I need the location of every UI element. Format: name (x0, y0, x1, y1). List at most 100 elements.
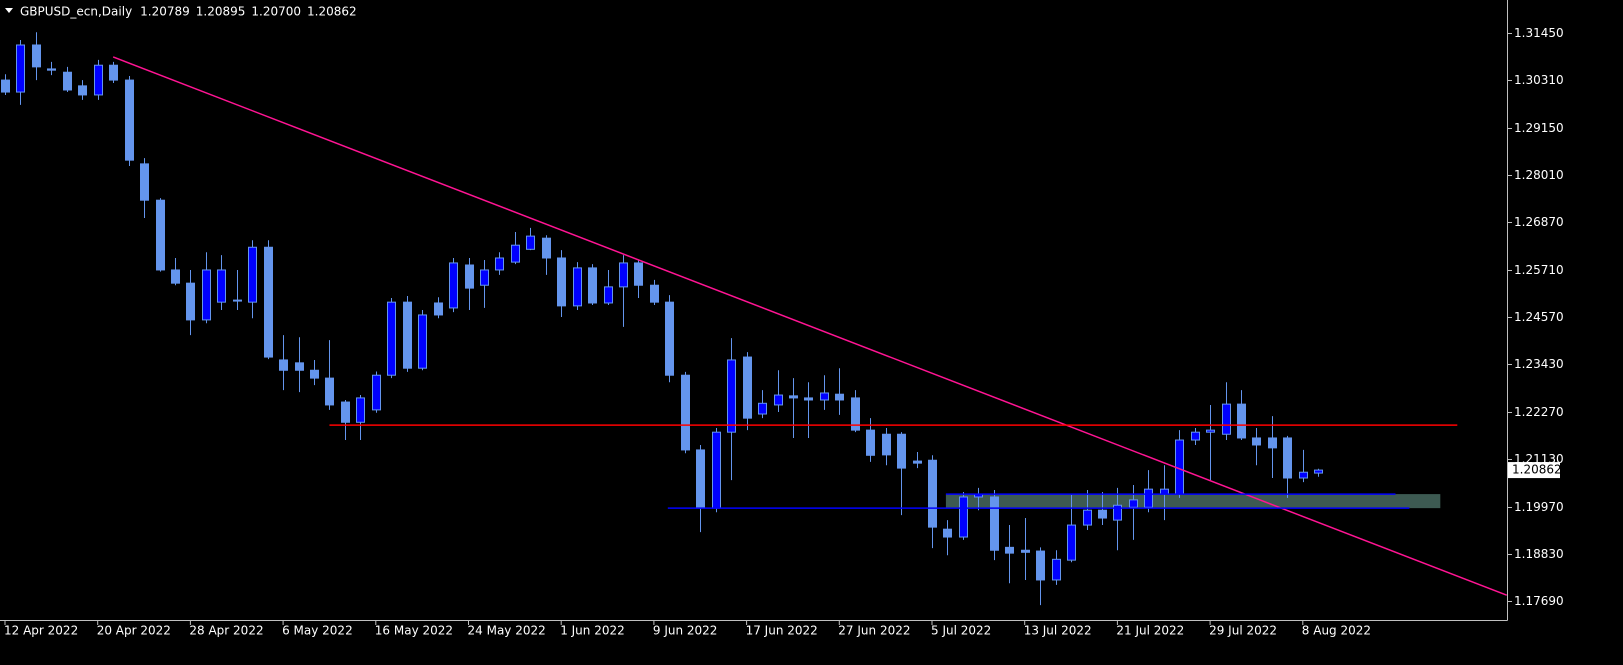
x-tick-label: 28 Apr 2022 (189, 624, 263, 638)
candle-body (418, 314, 427, 369)
candle-body (866, 429, 875, 456)
candle-body (913, 460, 922, 464)
candle-body (820, 392, 829, 401)
candle-body (1299, 471, 1308, 479)
candle-body (1113, 504, 1122, 521)
x-tick-label: 1 Jun 2022 (560, 624, 625, 638)
candle-body (928, 459, 937, 528)
x-tick-label: 8 Aug 2022 (1302, 624, 1371, 638)
x-tick-label: 13 Jul 2022 (1024, 624, 1092, 638)
x-tick-label: 21 Jul 2022 (1116, 624, 1184, 638)
candle-body (202, 269, 211, 321)
candle-body (1, 79, 10, 93)
candle-body (16, 44, 25, 93)
y-tick-label: 1.18830 (1514, 547, 1564, 561)
y-tick-label: 1.25710 (1514, 263, 1564, 277)
candle-body (511, 244, 520, 263)
candle-body (959, 496, 968, 538)
candle-body (94, 64, 103, 96)
candle-body (233, 299, 242, 302)
candle-body (1129, 499, 1138, 508)
candle-body (681, 374, 690, 451)
candle-body (372, 374, 381, 411)
x-tick-label: 16 May 2022 (375, 624, 453, 638)
candle-body (295, 362, 304, 371)
header-price: 1.20862 (307, 5, 357, 19)
candle-body (619, 262, 628, 288)
y-tick-label: 1.30310 (1514, 73, 1564, 87)
plot-area (1, 32, 1508, 606)
candle-body (495, 257, 504, 271)
candle-body (1191, 431, 1200, 441)
candle-body (542, 237, 551, 259)
candle-body (588, 267, 597, 304)
trend-line (112, 56, 1508, 596)
candle-body (526, 235, 535, 250)
x-tick-label: 6 May 2022 (282, 624, 353, 638)
candle-body (78, 85, 87, 96)
candle-body (403, 301, 412, 369)
header-price: 1.20700 (251, 5, 301, 19)
candle-body (465, 264, 474, 289)
candle-body (156, 199, 165, 271)
y-tick-label: 1.19970 (1514, 500, 1564, 514)
candle-body (557, 257, 566, 307)
y-tick-label: 1.24570 (1514, 310, 1564, 324)
symbol-title: GBPUSD_ecn,Daily (20, 5, 132, 19)
candle-body (943, 528, 952, 538)
candle-body (851, 397, 860, 431)
candle-body (727, 359, 736, 433)
y-tick-label: 1.23430 (1514, 357, 1564, 371)
candle-body (1314, 469, 1323, 474)
y-tick-label: 1.28010 (1514, 168, 1564, 182)
candle-body (1036, 550, 1045, 581)
x-tick-label: 29 Jul 2022 (1209, 624, 1277, 638)
y-tick-label: 1.31450 (1514, 26, 1564, 40)
candle-body (1144, 488, 1153, 508)
candle-body (186, 282, 195, 321)
candle-body (217, 269, 226, 303)
candle-body (1237, 403, 1246, 439)
x-tick-label: 5 Jul 2022 (931, 624, 991, 638)
zone-rect (945, 494, 1441, 509)
candle-body (665, 301, 674, 376)
last-price-label: 1.20862 (1512, 463, 1562, 477)
last-price-box (1508, 462, 1560, 479)
y-tick-label: 1.17690 (1514, 594, 1564, 608)
candle-body (1083, 509, 1092, 526)
candle-body (1052, 558, 1061, 581)
candle-body (171, 269, 180, 284)
x-tick-label: 27 Jun 2022 (838, 624, 910, 638)
candle-body (774, 394, 783, 406)
candle-body (1098, 509, 1107, 519)
candle-body (789, 395, 798, 399)
menu-icon[interactable] (5, 8, 13, 13)
candle-body (1283, 437, 1292, 479)
candle-body (32, 44, 41, 68)
header-price: 1.20789 (140, 5, 190, 19)
candle-body (1005, 546, 1014, 554)
y-tick-label: 1.29150 (1514, 121, 1564, 135)
candle-body (125, 79, 134, 161)
candle-body (1067, 524, 1076, 561)
candle-body (897, 433, 906, 469)
x-tick-label: 12 Apr 2022 (4, 624, 78, 638)
candle-body (47, 68, 56, 71)
candle-body (835, 393, 844, 401)
candle-body (743, 356, 752, 419)
candle-body (140, 163, 149, 201)
candle-body (1268, 437, 1277, 449)
candle-body (650, 284, 659, 303)
candle-body (1021, 549, 1030, 553)
candle-body (434, 302, 443, 316)
candle-body (882, 433, 891, 456)
candle-body (1206, 429, 1215, 433)
y-tick-label: 1.22270 (1514, 405, 1564, 419)
x-tick-label: 17 Jun 2022 (746, 624, 818, 638)
x-tick-label: 20 Apr 2022 (97, 624, 171, 638)
candle-body (310, 369, 319, 379)
candle-body (341, 401, 350, 423)
candle-body (449, 262, 458, 309)
